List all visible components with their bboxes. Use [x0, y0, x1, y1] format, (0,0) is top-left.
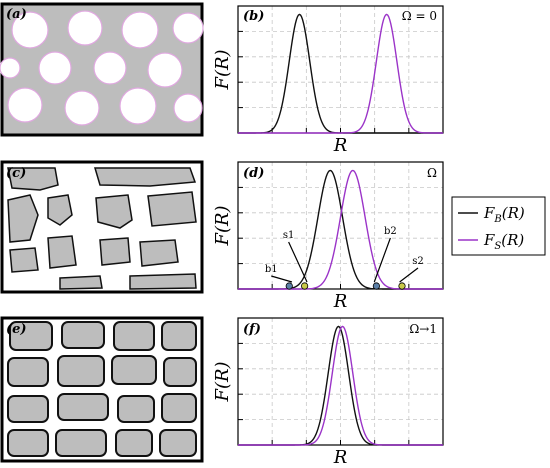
panel-f-label: (f)	[243, 322, 261, 337]
series-surface-b	[238, 13, 443, 134]
panel-a-label: (a)	[6, 7, 27, 22]
panel-b-annotation: Ω = 0	[402, 9, 437, 23]
series-bulk-b	[238, 13, 443, 134]
legend: FB(R) FS(R)	[451, 196, 546, 256]
panel-c: (c)	[0, 160, 204, 294]
legend-label-bulk: FB(R)	[483, 204, 525, 225]
plot-b: (b) Ω = 0 F(R) R	[212, 5, 444, 156]
series-surface-f	[238, 325, 443, 446]
panel-d-label: (d)	[243, 166, 264, 181]
panel-e-label: (e)	[6, 322, 27, 337]
panel-d-annotation: Ω	[427, 166, 437, 180]
marker-b2-label: b2	[384, 226, 397, 237]
y-axis-label: F(R)	[212, 49, 233, 90]
x-axis-label: R	[333, 291, 348, 312]
marker-b2	[372, 282, 380, 290]
series-surface-d	[238, 169, 443, 290]
y-axis-label: F(R)	[212, 361, 233, 402]
marker-s1-arrow	[288, 241, 308, 283]
marker-s1-label: s1	[283, 230, 295, 241]
y-axis-label: F(R)	[212, 205, 233, 246]
marker-s2-arrow	[399, 267, 419, 283]
marker-s2-label: s2	[412, 256, 424, 267]
marker-b1	[285, 282, 293, 290]
panel-b-label: (b)	[243, 9, 264, 24]
series-bulk-f	[238, 325, 443, 446]
x-axis-label: R	[333, 135, 348, 156]
panel-e: (e)	[0, 316, 204, 463]
panel-a: (a)	[0, 2, 204, 137]
marker-s2	[398, 282, 406, 290]
panel-f-annotation: Ω→1	[409, 322, 437, 336]
x-axis-label: R	[333, 447, 348, 468]
marker-s1	[301, 282, 309, 290]
legend-label-surface: FS(R)	[483, 231, 524, 252]
marker-b1-label: b1	[265, 264, 278, 275]
marker-b1-arrow	[271, 275, 293, 283]
plot-d: (d) Ω F(R) Rb1 s1 b2 s2	[212, 161, 444, 312]
plot-f: (f) Ω→1 F(R) R	[212, 317, 444, 468]
marker-b2-arrow	[373, 237, 391, 283]
panel-c-label: (c)	[6, 166, 26, 181]
